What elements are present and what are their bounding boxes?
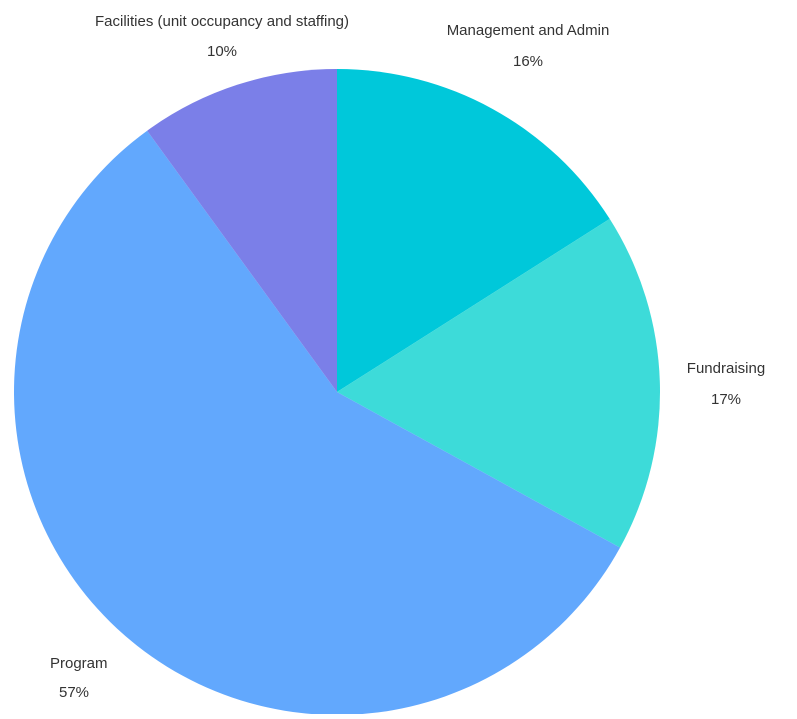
slice-percent-label: 10%	[207, 43, 237, 60]
pie-slice-management-and-admin	[337, 69, 610, 392]
pie-slice-program	[14, 130, 621, 716]
pie-slice-fundraising	[337, 218, 661, 548]
slice-percent-label: 57%	[59, 684, 89, 701]
slice-label: Management and Admin	[447, 22, 610, 39]
slice-label: Program	[50, 655, 108, 672]
pie-slice-facilities-unit-occupancy-and-staffing	[147, 69, 337, 392]
slice-label: Facilities (unit occupancy and staffing)	[95, 13, 349, 30]
slice-percent-label: 17%	[711, 391, 741, 408]
slice-label: Fundraising	[687, 360, 765, 377]
slice-percent-label: 16%	[513, 53, 543, 70]
